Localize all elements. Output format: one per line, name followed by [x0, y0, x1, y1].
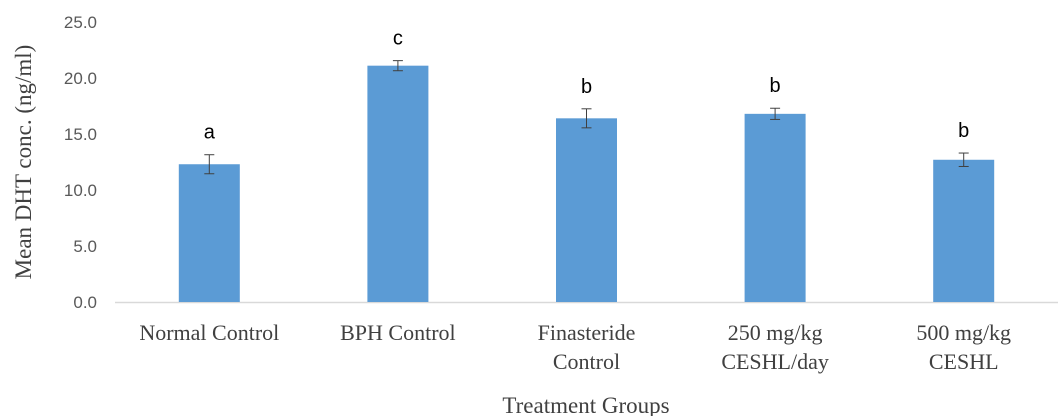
x-category-label: BPH Control — [340, 320, 456, 345]
x-axis-categories: Normal Control BPH Control Finasteride Cont… — [139, 320, 1011, 374]
x-category-label: CESHL/day — [721, 349, 829, 374]
x-category-label: Finasteride — [538, 320, 636, 345]
x-category-label: Control — [553, 349, 620, 374]
significance-label: b — [581, 76, 592, 98]
bar — [178, 164, 240, 302]
y-axis-title: Mean DHT conc. (ng/ml) — [11, 45, 36, 280]
error-bar — [958, 152, 969, 167]
x-axis-title: Treatment Groups — [502, 393, 669, 416]
y-tick-label: 5.0 — [73, 237, 97, 256]
bar — [933, 159, 995, 302]
y-tick-label: 0.0 — [73, 293, 97, 312]
error-bar — [581, 108, 592, 129]
x-category-label: Normal Control — [139, 320, 279, 345]
error-bar — [392, 60, 403, 72]
x-category-label: 500 mg/kg — [916, 320, 1011, 345]
significance-label: a — [204, 122, 216, 144]
bar — [556, 118, 617, 302]
y-tick-label: 25.0 — [64, 13, 97, 32]
significance-labels: a c b b b — [204, 28, 970, 144]
error-bar — [770, 107, 781, 120]
y-tick-label: 15.0 — [64, 125, 97, 144]
y-tick-label: 20.0 — [64, 69, 97, 88]
significance-label: b — [958, 120, 969, 142]
x-category-label: 250 mg/kg — [728, 320, 823, 345]
x-category-label: CESHL — [929, 349, 999, 374]
y-tick-label: 10.0 — [64, 181, 97, 200]
error-bar — [204, 154, 215, 175]
bar — [744, 113, 806, 302]
error-bars — [204, 60, 969, 175]
bars — [178, 65, 995, 303]
significance-label: b — [770, 75, 781, 97]
y-axis-ticks: 0.0 5.0 10.0 15.0 20.0 25.0 — [64, 13, 97, 312]
bar — [367, 65, 429, 303]
significance-label: c — [393, 28, 403, 50]
